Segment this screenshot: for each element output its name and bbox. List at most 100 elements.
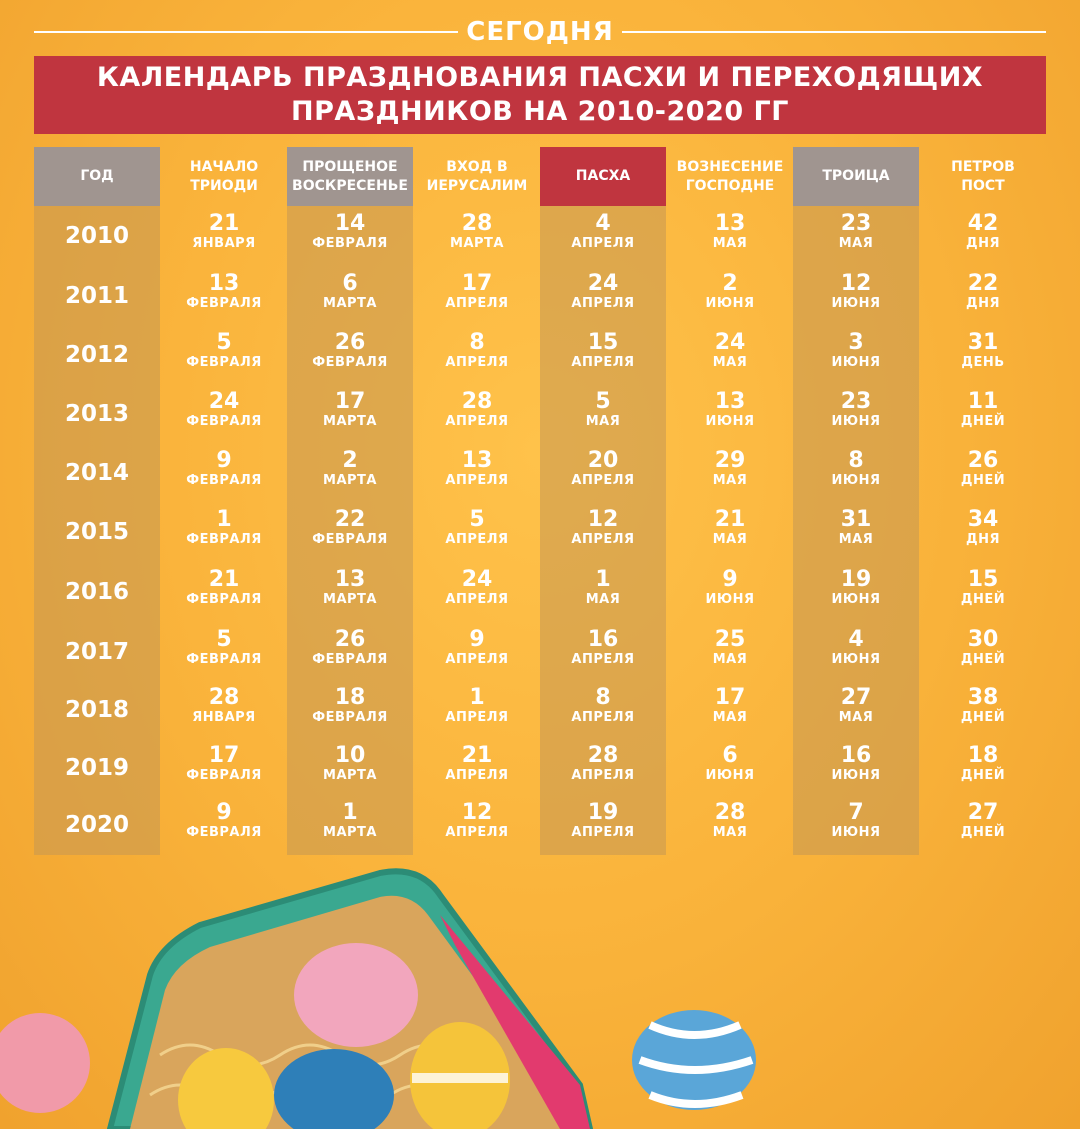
table-cell: 15 АПРЕЛЯ	[540, 331, 666, 371]
table-cell: 6 ИЮНЯ	[667, 744, 793, 784]
table-cell: 16 ИЮНЯ	[793, 743, 919, 784]
cell-unit: ИЮНЯ	[831, 652, 881, 667]
cell-unit: ЯНВАРЯ	[192, 236, 256, 251]
cell-number: 2	[342, 448, 358, 473]
cell-unit: МАЯ	[712, 355, 748, 370]
cell-unit: ДНЯ	[966, 532, 1000, 547]
cell-number: 16	[840, 743, 872, 768]
table-cell: 7 ИЮНЯ	[793, 801, 919, 841]
easter-basket-illustration	[0, 868, 756, 1129]
yellow-dotted-egg-icon	[178, 1048, 274, 1129]
cell-number: 21	[714, 507, 746, 532]
cell-number: 13	[714, 211, 746, 236]
table-cell: 21 МАЯ	[667, 507, 793, 548]
cell-unit: МАРТА	[323, 768, 377, 783]
year-cell: 2017	[64, 639, 129, 665]
column-header-4: ПАСХА	[540, 147, 666, 206]
table-cell: 8 АПРЕЛЯ	[540, 686, 666, 726]
table-cell: 20 АПРЕЛЯ	[540, 449, 666, 489]
cell-unit: АПРЕЛЯ	[571, 355, 635, 370]
column-header-1: НАЧАЛО ТРИОДИ	[161, 147, 287, 206]
cell-unit: МАЯ	[712, 473, 748, 488]
cell-number: 3	[848, 330, 864, 355]
table-cell: 1 МАРТА	[287, 801, 413, 841]
cell-unit: ИЮНЯ	[831, 768, 881, 783]
table-cell: 28 ЯНВАРЯ	[161, 686, 287, 726]
table-cell: 12 АПРЕЛЯ	[414, 801, 540, 841]
cell-unit: АПРЕЛЯ	[445, 355, 509, 370]
cell-number: 27	[840, 685, 872, 710]
cell-unit: ФЕВРАЛЯ	[186, 296, 262, 311]
table-cell: 28 АПРЕЛЯ	[414, 390, 540, 430]
year-cell: 2014	[64, 460, 129, 486]
table-cell: 17 МАРТА	[287, 390, 413, 430]
cell-number: 5	[595, 389, 611, 414]
table-cell: 24 МАЯ	[667, 330, 793, 371]
year-cell: 2019	[64, 755, 129, 781]
cell-unit: ФЕВРАЛЯ	[186, 825, 262, 840]
table-cell: 2 МАРТА	[287, 448, 413, 489]
cell-unit: ИЮНЯ	[705, 296, 755, 311]
cell-number: 24	[208, 389, 240, 414]
table-cell: 30 ДНЕЙ	[920, 628, 1046, 668]
cell-number: 19	[587, 800, 619, 825]
cell-unit: АПРЕЛЯ	[571, 296, 635, 311]
table-cell: 23 МАЯ	[793, 212, 919, 252]
table-cell: 18 ДНЕЙ	[920, 743, 1046, 784]
cell-unit: МАЯ	[585, 592, 621, 607]
cell-number: 25	[714, 627, 746, 652]
table-cell: 21 АПРЕЛЯ	[414, 743, 540, 784]
column-shade-0	[34, 206, 160, 855]
cell-unit: МАЯ	[838, 710, 874, 725]
table-cell: 26 ФЕВРАЛЯ	[287, 331, 413, 371]
cell-unit: ФЕВРАЛЯ	[312, 532, 388, 547]
column-header-6: ТРОИЦА	[793, 147, 919, 206]
cell-number: 17	[208, 743, 240, 768]
cell-number: 28	[587, 743, 619, 768]
cell-number: 31	[840, 507, 872, 532]
cell-number: 1	[216, 507, 232, 532]
table-cell: 23 ИЮНЯ	[793, 390, 919, 430]
cell-number: 21	[461, 743, 493, 768]
cell-number: 8	[469, 330, 485, 355]
cell-unit: АПРЕЛЯ	[571, 473, 635, 488]
cell-unit: МАРТА	[323, 592, 377, 607]
table-cell: 9 ИЮНЯ	[667, 568, 793, 608]
cell-number: 10	[334, 743, 366, 768]
brand-divider-right	[622, 31, 1046, 33]
cell-number: 2	[722, 271, 738, 296]
cell-unit: ФЕВРАЛЯ	[186, 355, 262, 370]
cell-unit: ФЕВРАЛЯ	[186, 592, 262, 607]
cell-number: 24	[461, 567, 493, 592]
table-cell: 15 ДНЕЙ	[920, 568, 1046, 608]
cell-unit: МАЯ	[585, 414, 621, 429]
cell-unit: МАЯ	[712, 710, 748, 725]
column-header-line2: ПОСТ	[961, 177, 1005, 194]
year-cell: 2012	[64, 342, 129, 368]
column-header-line1: ГОД	[80, 168, 114, 184]
table-cell: 12 ИЮНЯ	[793, 271, 919, 312]
cell-number: 38	[967, 685, 999, 710]
table-cell: 9 ФЕВРАЛЯ	[161, 801, 287, 841]
table-cell: 24 АПРЕЛЯ	[540, 272, 666, 312]
cell-number: 1	[595, 567, 611, 592]
column-header-line2: ВОСКРЕСЕНЬЕ	[292, 177, 408, 194]
cell-number: 21	[208, 567, 240, 592]
cell-unit: АПРЕЛЯ	[445, 532, 509, 547]
table-cell: 13 МАРТА	[287, 568, 413, 608]
table-cell: 17 МАЯ	[667, 686, 793, 726]
cell-number: 18	[967, 743, 999, 768]
cell-unit: ДНЕЙ	[960, 592, 1006, 607]
table-cell: 14 ФЕВРАЛЯ	[287, 212, 413, 252]
table-cell: 22 ДНЯ	[920, 272, 1046, 312]
year-cell: 2015	[64, 519, 129, 545]
column-header-line1: ПАСХА	[575, 168, 631, 184]
title-banner: КАЛЕНДАРЬ ПРАЗДНОВАНИЯ ПАСХИ И ПЕРЕХОДЯЩ…	[34, 56, 1046, 134]
table-cell: 2 ИЮНЯ	[667, 271, 793, 312]
cell-number: 12	[840, 271, 872, 296]
cell-number: 26	[967, 448, 999, 473]
column-header-line2: ИЕРУСАЛИМ	[426, 177, 528, 194]
cell-number: 24	[714, 330, 746, 355]
table-cell: 4 ИЮНЯ	[793, 628, 919, 668]
cell-unit: АПРЕЛЯ	[445, 825, 509, 840]
